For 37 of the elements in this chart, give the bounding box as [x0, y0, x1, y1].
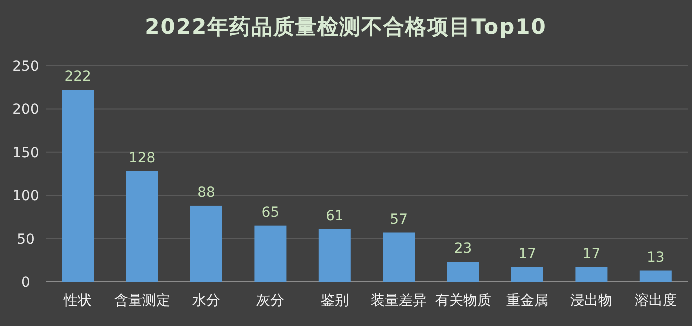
bar [254, 226, 287, 282]
x-tick-label: 装量差异 [371, 293, 428, 309]
data-label: 128 [128, 150, 156, 166]
x-tick-label: 溶出度 [634, 293, 677, 309]
y-tick-label: 100 [12, 188, 40, 205]
y-tick-label: 150 [12, 145, 40, 162]
data-label: 17 [518, 246, 536, 262]
x-tick-label: 有关物质 [435, 293, 492, 309]
data-label: 23 [454, 241, 472, 258]
y-tick-label: 200 [12, 102, 40, 118]
y-tick-label: 0 [22, 275, 30, 291]
data-label: 65 [262, 204, 280, 221]
x-tick-label: 浸出物 [570, 293, 613, 309]
bar [190, 206, 222, 282]
data-label: 57 [390, 212, 408, 228]
chart-title: 2022年药品质量检测不合格项目Top10 [145, 15, 547, 39]
data-label: 222 [64, 69, 92, 86]
bar [512, 267, 544, 282]
data-label: 13 [646, 250, 665, 266]
x-tick-label: 性状 [63, 293, 92, 309]
x-tick-label: 含量测定 [114, 293, 170, 309]
bar [318, 229, 351, 282]
data-label: 17 [582, 246, 601, 262]
x-tick-label: 水分 [192, 293, 220, 309]
y-tick-label: 50 [17, 232, 35, 248]
data-label: 88 [198, 184, 216, 201]
bar [126, 171, 158, 282]
bar [640, 270, 672, 282]
x-tick-label: 灰分 [256, 293, 285, 309]
bar [447, 262, 480, 282]
x-tick-label: 重金属 [506, 293, 548, 309]
y-tick-label: 250 [12, 59, 40, 75]
bar [576, 267, 608, 282]
data-label: 61 [326, 208, 344, 224]
bar [383, 232, 416, 282]
bar [62, 90, 94, 282]
x-tick-label: 鉴别 [320, 293, 349, 309]
